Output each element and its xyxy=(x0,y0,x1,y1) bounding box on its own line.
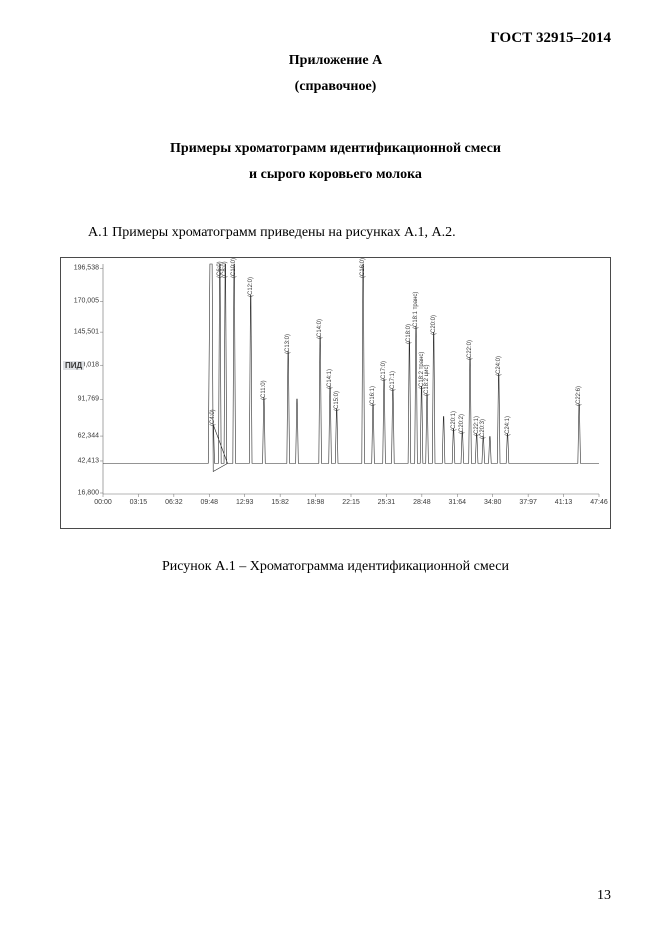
x-tick-label: 31:64 xyxy=(449,499,467,506)
page-number: 13 xyxy=(597,888,611,904)
y-tick-label: 62,344 xyxy=(63,433,99,440)
peak-label: (C24:1) xyxy=(505,416,511,436)
peak-label: (C20:0) xyxy=(431,315,437,335)
x-tick-label: 15:82 xyxy=(271,499,289,506)
peak-label: (C20:3) xyxy=(480,418,486,438)
peak-label: (C16:0) xyxy=(360,258,366,278)
x-tick-label: 25:31 xyxy=(378,499,396,506)
peak-label: (C11:0) xyxy=(261,380,267,400)
y-tick-label: 196,538 xyxy=(63,265,99,272)
peak-label: (C24:0) xyxy=(496,356,502,376)
peak-label: (C18:1 транс) xyxy=(413,291,419,328)
x-tick-label: 41:13 xyxy=(555,499,573,506)
peak-label: (C16:1) xyxy=(370,386,376,406)
peak-label: (C15:0) xyxy=(334,391,340,411)
peak-label: (C14:1) xyxy=(327,368,333,388)
standard-code: ГОСТ 32915–2014 xyxy=(60,30,611,47)
peak-label: (C22:6) xyxy=(576,386,582,406)
x-tick-label: 47:46 xyxy=(590,499,608,506)
peak-label: (C18:0) xyxy=(406,323,412,343)
y-tick-label: 16,800 xyxy=(63,490,99,497)
x-tick-label: 18:98 xyxy=(307,499,325,506)
peak-label: (C14:0) xyxy=(317,318,323,338)
x-tick-label: 06:32 xyxy=(165,499,183,506)
y-tick-label: 42,413 xyxy=(63,457,99,464)
x-tick-label: 03:15 xyxy=(130,499,148,506)
y-tick-label: 145,501 xyxy=(63,329,99,336)
x-tick-label: 34:80 xyxy=(484,499,502,506)
x-tick-label: 00:00 xyxy=(94,499,112,506)
section-heading-1: Примеры хроматограмм идентификационной с… xyxy=(60,141,611,157)
paragraph-a1: А.1 Примеры хроматограмм приведены на ри… xyxy=(60,225,611,241)
y-tick-label: 170,005 xyxy=(63,298,99,305)
peak-label: (C8:0) xyxy=(222,261,228,278)
reference-note: (справочное) xyxy=(60,79,611,95)
peak-label: (C18:2 цис) xyxy=(424,365,430,396)
peak-label: (C13:0) xyxy=(285,333,291,353)
peak-label: (C20:1) xyxy=(451,411,457,431)
peak-label: (C22:1) xyxy=(474,416,480,436)
x-tick-label: 12:93 xyxy=(236,499,254,506)
peak-label: (C17:0) xyxy=(381,361,387,381)
x-tick-label: 37:97 xyxy=(519,499,537,506)
peak-label: (C17:1) xyxy=(390,371,396,391)
peak-label: (C12:0) xyxy=(248,277,254,297)
y-tick-label: 91,769 xyxy=(63,396,99,403)
peak-label: (C10:0) xyxy=(231,258,237,278)
peak-label: (C4:0) xyxy=(210,409,216,426)
detector-label: ПИД xyxy=(63,361,84,370)
appendix-title: Приложение А xyxy=(60,53,611,69)
figure-a1-chart: 196,538170,005145,501119,01891,76962,344… xyxy=(60,257,611,529)
section-heading-2: и сырого коровьего молока xyxy=(60,167,611,183)
x-tick-label: 22:15 xyxy=(342,499,360,506)
x-tick-label: 28:48 xyxy=(413,499,431,506)
figure-caption: Рисунок А.1 – Хроматограмма идентификаци… xyxy=(60,559,611,575)
peak-label: (C20:2) xyxy=(459,413,465,433)
peak-label: (C22:0) xyxy=(467,340,473,360)
x-tick-label: 09:48 xyxy=(201,499,219,506)
